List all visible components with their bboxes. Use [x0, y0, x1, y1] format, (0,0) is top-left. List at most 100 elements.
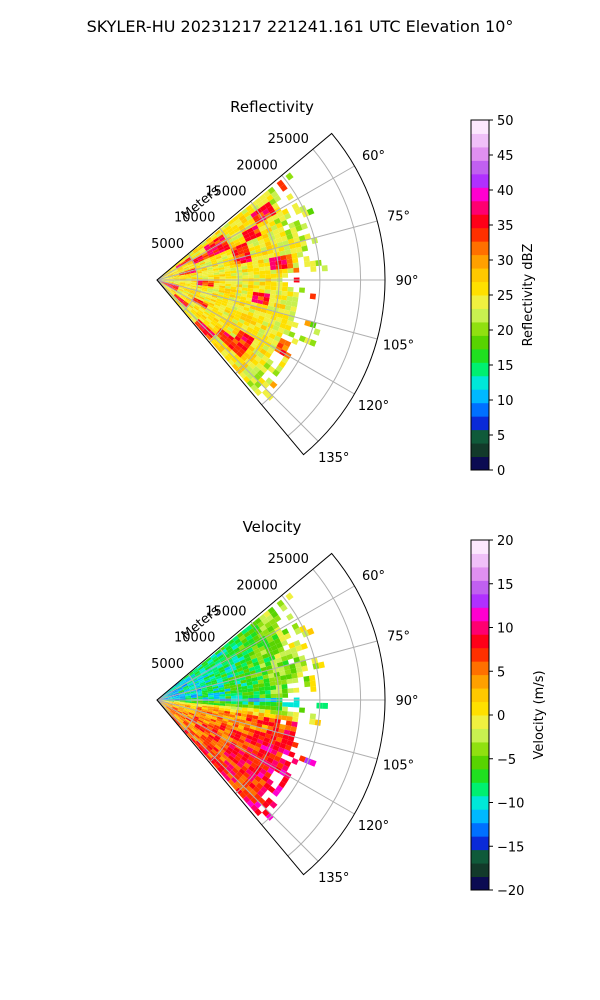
radar-cell [223, 768, 230, 775]
radar-cell [232, 338, 239, 345]
radar-cell [176, 711, 182, 716]
radar-cell [277, 646, 285, 653]
radar-cell [165, 286, 171, 291]
radar-cell [213, 288, 219, 292]
radar-cell [241, 685, 248, 690]
radar-cell [228, 650, 236, 656]
radar-cell [179, 702, 186, 705]
radar-cell [284, 725, 292, 731]
radar-cell [162, 701, 168, 705]
radar-cell [194, 304, 200, 310]
radar-cell [273, 217, 281, 225]
radar-cell [191, 696, 197, 699]
colorbar-segment [471, 836, 489, 851]
radar-cell [242, 704, 249, 708]
radar-cell [196, 675, 203, 680]
radar-cell [178, 707, 184, 711]
radar-cell [201, 672, 208, 677]
radar-cell [246, 380, 255, 388]
radar-cell [185, 278, 192, 280]
radar-cell [180, 304, 186, 310]
radar-cell [279, 184, 288, 192]
radar-cell [173, 274, 180, 277]
radar-cell [203, 720, 210, 725]
azimuth-tick-label: 105° [383, 339, 414, 354]
radar-cell [192, 307, 198, 313]
radar-cell [205, 261, 212, 265]
radar-cell [182, 302, 188, 308]
radar-cell [162, 274, 168, 278]
radar-cell [221, 333, 228, 340]
radar-cell [270, 685, 277, 691]
radar-cell [291, 721, 298, 728]
radar-cell [285, 720, 293, 727]
radar-cell [175, 682, 181, 687]
radar-cell [246, 294, 253, 299]
radar-cell [207, 752, 214, 759]
radar-cell [280, 679, 288, 685]
radar-cell [174, 697, 180, 699]
radar-cell [303, 675, 310, 682]
radar-cell [182, 711, 189, 715]
radar-cell [200, 315, 206, 322]
radar-cell [241, 287, 248, 292]
radar-cell [275, 785, 284, 793]
radar-cell [162, 697, 169, 700]
radar-cell [254, 730, 261, 736]
radar-cell [174, 682, 180, 687]
radar-cell [207, 724, 214, 729]
radar-cell [233, 747, 241, 753]
radar-cell [261, 233, 269, 240]
radar-cell [174, 701, 180, 703]
radar-cell [287, 315, 295, 322]
radar-cell [196, 282, 203, 284]
radar-cell [237, 777, 245, 785]
radar-cell [306, 207, 315, 216]
radar-cell [237, 250, 245, 255]
radar-cell [172, 287, 178, 292]
radar-cell [281, 710, 288, 716]
radar-cell [191, 701, 197, 704]
radar-cell [167, 274, 174, 277]
radar-cell [246, 326, 254, 333]
radar-cell [238, 348, 246, 355]
radar-cell [265, 281, 271, 286]
radar-cell [216, 298, 223, 303]
radar-cell [182, 685, 189, 689]
radar-cell [219, 701, 226, 704]
radar-cell [185, 275, 192, 278]
colorbar-segment [471, 389, 489, 404]
radar-cell [250, 804, 259, 812]
radar-cell [210, 233, 217, 239]
radar-cell [172, 707, 178, 711]
radar-cell [255, 782, 264, 790]
radar-cell [208, 734, 215, 740]
radar-cell [162, 702, 168, 705]
colorbar-segment [471, 268, 489, 283]
radar-cell [293, 702, 300, 708]
radar-cell [196, 730, 203, 736]
radar-cell [217, 682, 224, 686]
radar-cell [213, 762, 220, 769]
radar-cell [204, 716, 211, 721]
radar-cell [183, 268, 190, 272]
radar-cell [162, 702, 168, 705]
radar-cell [264, 266, 271, 271]
radar-cell [251, 657, 259, 664]
radar-cell [179, 701, 186, 703]
radar-cell [216, 677, 223, 682]
radar-cell [231, 749, 239, 756]
radar-cell [217, 308, 225, 314]
radar-cell [264, 351, 272, 359]
radar-cell [222, 323, 229, 329]
radar-cell [264, 690, 271, 695]
radar-cell [228, 359, 235, 366]
radar-cell [230, 703, 237, 707]
radar-cell [229, 294, 236, 298]
radar-cell [219, 694, 226, 697]
radar-cell [216, 652, 223, 658]
radar-cell [208, 722, 215, 727]
radar-cell [201, 688, 208, 692]
radar-cell [213, 706, 220, 710]
radar-cell [259, 694, 266, 699]
